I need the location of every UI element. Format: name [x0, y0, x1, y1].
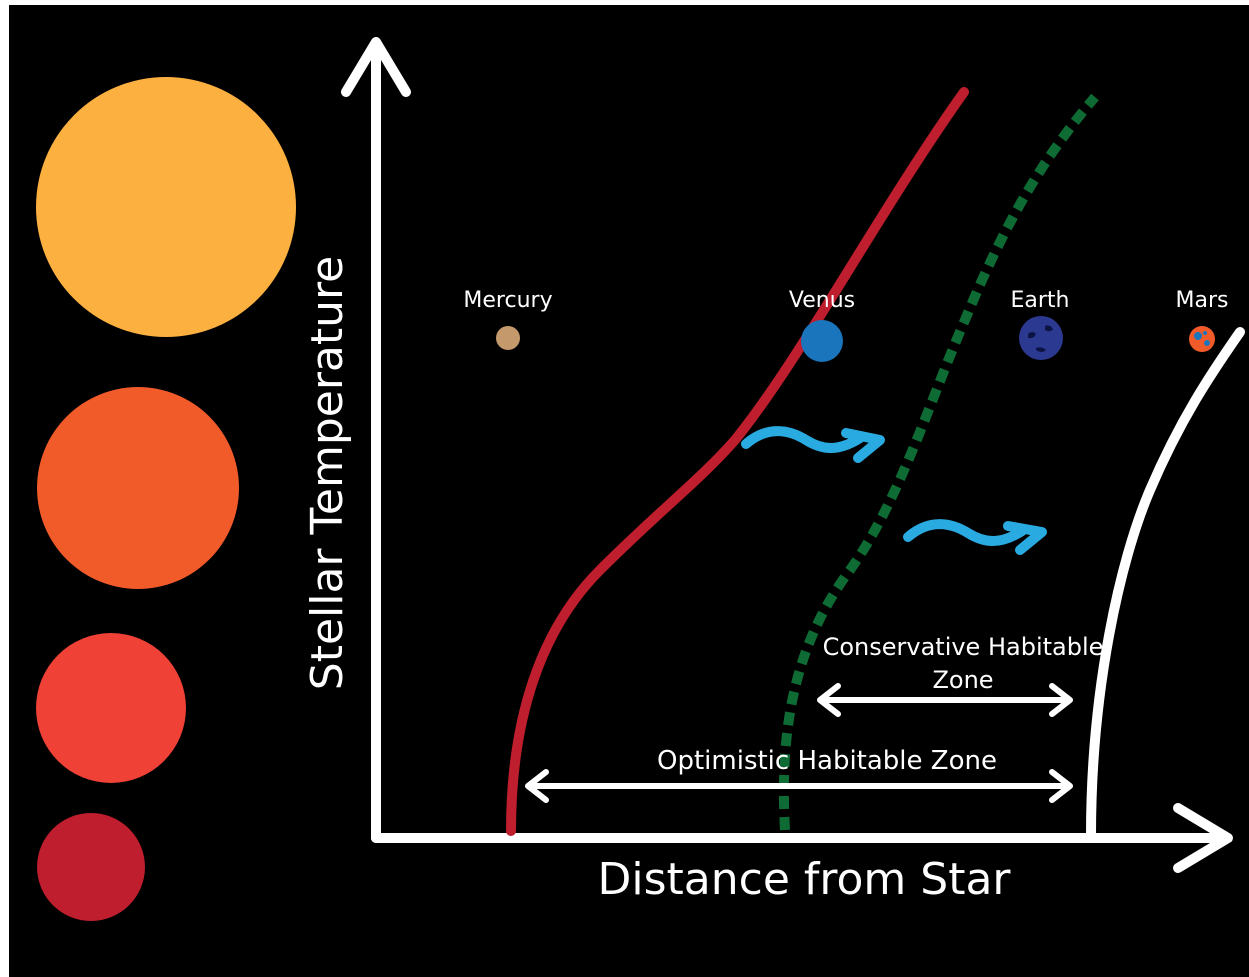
diagram-frame: Stellar Temperature Distance from Star M… [9, 5, 1249, 977]
planet-mercury [496, 326, 520, 350]
water-flow-icon-lower [903, 519, 1047, 555]
y-axis-arrowhead [341, 37, 411, 97]
planet-label-earth: Earth [1011, 288, 1070, 313]
habitable-zone-diagram: Stellar Temperature Distance from Star M… [36, 37, 1245, 921]
conservative-zone-arrow [817, 683, 1073, 717]
optimistic-zone-arrow [525, 769, 1073, 803]
inner-edge-optimistic-curve [506, 87, 969, 836]
conservative-zone-label-line2: Zone [932, 666, 993, 694]
star-warm-medium [37, 387, 239, 589]
x-axis [371, 803, 1233, 873]
planet-venus [801, 320, 843, 362]
x-axis-arrowhead [1173, 803, 1233, 873]
outer-edge-curve [1086, 327, 1245, 840]
star-hot-large [36, 77, 296, 337]
x-axis-label: Distance from Star [598, 854, 1012, 905]
y-axis [341, 37, 411, 843]
planet-label-mercury: Mercury [463, 288, 552, 313]
water-flow-icon-upper [741, 426, 885, 463]
planet-label-mars: Mars [1176, 288, 1229, 313]
star-cool-small [36, 633, 186, 783]
star-cold-smallest [37, 813, 145, 921]
inner-edge-conservative-curve [778, 93, 1099, 831]
conservative-zone-label-line1: Conservative Habitable [823, 633, 1104, 661]
planet-label-venus: Venus [789, 288, 855, 313]
planet-mars [1189, 326, 1215, 352]
optimistic-zone-label: Optimistic Habitable Zone [657, 746, 997, 776]
planet-earth [1019, 316, 1063, 360]
y-axis-label: Stellar Temperature [302, 256, 353, 690]
